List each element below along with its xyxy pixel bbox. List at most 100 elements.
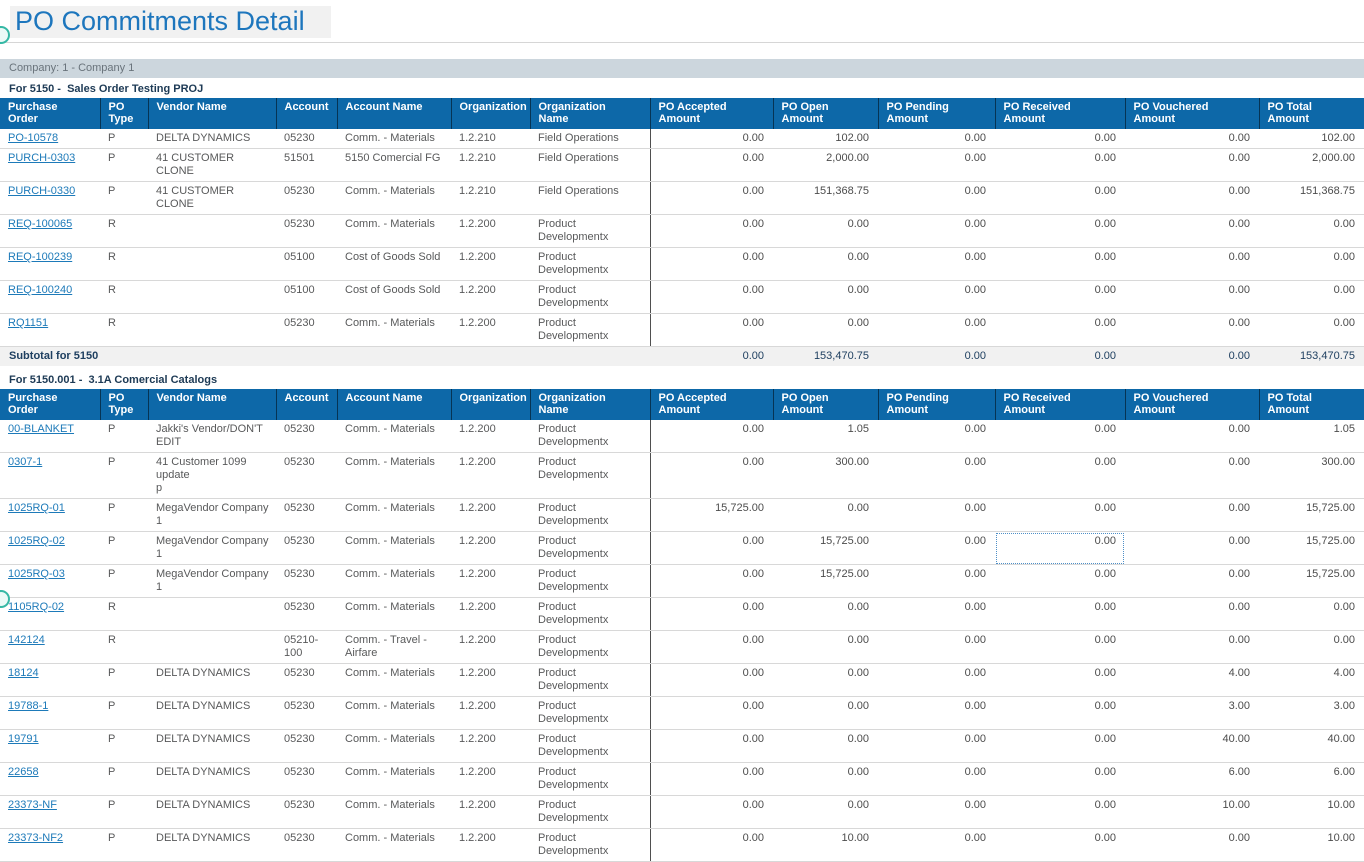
amount-cell: 0.00 xyxy=(773,630,878,664)
amount-cell-focused: 0.00 xyxy=(995,531,1125,565)
account-name-cell: Comm. - Materials xyxy=(337,663,451,697)
po-link[interactable]: 18124 xyxy=(8,667,39,679)
po-type-cell: R xyxy=(100,630,148,664)
amount-cell: 0.00 xyxy=(995,663,1125,697)
po-link[interactable]: 23373-NF2 xyxy=(8,832,64,844)
table-row: 23373-NF P DELTA DYNAMICS 05230 Comm. - Mate… xyxy=(0,795,1364,829)
amount-cell: 0.00 xyxy=(1125,313,1259,347)
po-link[interactable]: REQ-100240 xyxy=(8,284,73,296)
vendor-name-cell xyxy=(148,280,276,314)
organization-cell: 1.2.200 xyxy=(451,795,530,829)
table-row: 1025RQ-02 P MegaVendor Company 1 05230 Comm.… xyxy=(0,531,1364,565)
report-sections: For 5150 - Sales Order Testing PROJ Purch… xyxy=(0,78,1364,862)
account-cell: 05100 xyxy=(276,247,337,281)
po-type-cell: P xyxy=(100,828,148,862)
po-link[interactable]: 1025RQ-03 xyxy=(8,568,65,580)
purchase-order-cell: 142124 xyxy=(0,630,100,664)
amount-cell: 151,368.75 xyxy=(773,181,878,215)
amount-cell: 0.00 xyxy=(995,597,1125,631)
organization-name-cell: Field Operations xyxy=(530,148,651,182)
column-header: PO Vouchered Amount xyxy=(1124,98,1259,129)
company-bar: Company: 1 - Company 1 xyxy=(0,59,1364,78)
purchase-order-cell: 19791 xyxy=(0,729,100,763)
amount-cell: 0.00 xyxy=(650,531,773,565)
po-link[interactable]: 22658 xyxy=(8,766,39,778)
purchase-order-cell: PURCH-0303 xyxy=(0,148,100,182)
po-type-cell: P xyxy=(100,531,148,565)
purchase-order-cell: PO-10578 xyxy=(0,129,100,149)
amount-cell: 0.00 xyxy=(1259,630,1364,664)
column-header: PO Open Amount xyxy=(772,98,878,129)
po-link[interactable]: 23373-NF xyxy=(8,799,57,811)
po-link[interactable]: PURCH-0303 xyxy=(8,152,76,164)
po-link[interactable]: 19791 xyxy=(8,733,39,745)
po-link[interactable]: 19788-1 xyxy=(8,700,49,712)
account-cell: 05230 xyxy=(276,313,337,347)
amount-cell: 1.05 xyxy=(773,420,878,453)
amount-cell: 10.00 xyxy=(1259,828,1364,862)
amount-cell: 0.00 xyxy=(650,181,773,215)
po-link[interactable]: 00-BLANKET xyxy=(8,423,75,435)
subtotal-amount-cell: 0.00 xyxy=(650,346,773,366)
account-name-cell: Comm. - Materials xyxy=(337,214,451,248)
organization-name-cell: Product Developmentx xyxy=(530,247,651,281)
amount-cell: 0.00 xyxy=(995,498,1125,532)
vendor-name-cell xyxy=(148,597,276,631)
purchase-order-cell: 00-BLANKET xyxy=(0,420,100,453)
organization-cell: 1.2.200 xyxy=(451,247,530,281)
organization-cell: 1.2.200 xyxy=(451,531,530,565)
amount-cell: 0.00 xyxy=(878,762,995,796)
po-link[interactable]: PURCH-0330 xyxy=(8,185,76,197)
organization-cell: 1.2.200 xyxy=(451,498,530,532)
po-link[interactable]: REQ-100065 xyxy=(8,218,73,230)
amount-cell: 0.00 xyxy=(773,498,878,532)
account-name-cell: Comm. - Materials xyxy=(337,564,451,598)
po-link[interactable]: 1025RQ-02 xyxy=(8,535,65,547)
vendor-name-cell: 41 CUSTOMER CLONE xyxy=(148,181,276,215)
organization-name-cell: Product Developmentx xyxy=(530,452,651,499)
organization-cell: 1.2.200 xyxy=(451,420,530,453)
po-link[interactable]: RQ1151 xyxy=(8,317,49,329)
column-header-row: Purchase Order PO Type Vendor Name Account A… xyxy=(0,389,1364,420)
amount-cell: 0.00 xyxy=(773,597,878,631)
po-type-cell: R xyxy=(100,280,148,314)
account-name-cell: Comm. - Materials xyxy=(337,795,451,829)
amount-cell: 0.00 xyxy=(1125,420,1259,453)
amount-cell: 0.00 xyxy=(995,181,1125,215)
account-cell: 05230 xyxy=(276,795,337,829)
purchase-order-cell: REQ-100065 xyxy=(0,214,100,248)
vendor-name-cell: DELTA DYNAMICS xyxy=(148,828,276,862)
amount-cell: 2,000.00 xyxy=(773,148,878,182)
table-row: 18124 P DELTA DYNAMICS 05230 Comm. - Materia… xyxy=(0,663,1364,697)
account-name-cell: Comm. - Materials xyxy=(337,762,451,796)
edge-widget-dot-bottom[interactable] xyxy=(0,590,10,608)
amount-cell: 0.00 xyxy=(878,597,995,631)
amount-cell: 0.00 xyxy=(995,630,1125,664)
po-link[interactable]: 1105RQ-02 xyxy=(8,601,65,613)
account-name-cell: Comm. - Materials xyxy=(337,452,451,499)
table-row: PO-10578 P DELTA DYNAMICS 05230 Comm. - Mate… xyxy=(0,129,1364,149)
po-link[interactable]: 142124 xyxy=(8,634,45,646)
amount-cell: 0.00 xyxy=(773,313,878,347)
account-cell: 51501 xyxy=(276,148,337,182)
account-cell: 05230 xyxy=(276,129,337,149)
po-type-cell: P xyxy=(100,420,148,453)
organization-cell: 1.2.200 xyxy=(451,597,530,631)
table-row: 1025RQ-03 P MegaVendor Company 1 05230 Comm.… xyxy=(0,564,1364,598)
amount-cell: 0.00 xyxy=(773,795,878,829)
po-link[interactable]: PO-10578 xyxy=(8,132,59,144)
purchase-order-cell: 0307-1 xyxy=(0,452,100,499)
amount-cell: 40.00 xyxy=(1259,729,1364,763)
column-header: PO Accepted Amount xyxy=(649,98,773,129)
amount-cell: 0.00 xyxy=(650,630,773,664)
amount-cell: 0.00 xyxy=(773,762,878,796)
po-link[interactable]: REQ-100239 xyxy=(8,251,73,263)
column-header: Organization Name xyxy=(529,98,650,129)
amount-cell: 0.00 xyxy=(650,129,773,149)
amount-cell: 151,368.75 xyxy=(1259,181,1364,215)
po-link[interactable]: 1025RQ-01 xyxy=(8,502,65,514)
po-link[interactable]: 0307-1 xyxy=(8,456,43,468)
column-header: PO Total Amount xyxy=(1258,389,1364,420)
edge-widget-dot-top[interactable] xyxy=(0,26,10,44)
subtotal-amount-cell: 0.00 xyxy=(878,346,995,366)
